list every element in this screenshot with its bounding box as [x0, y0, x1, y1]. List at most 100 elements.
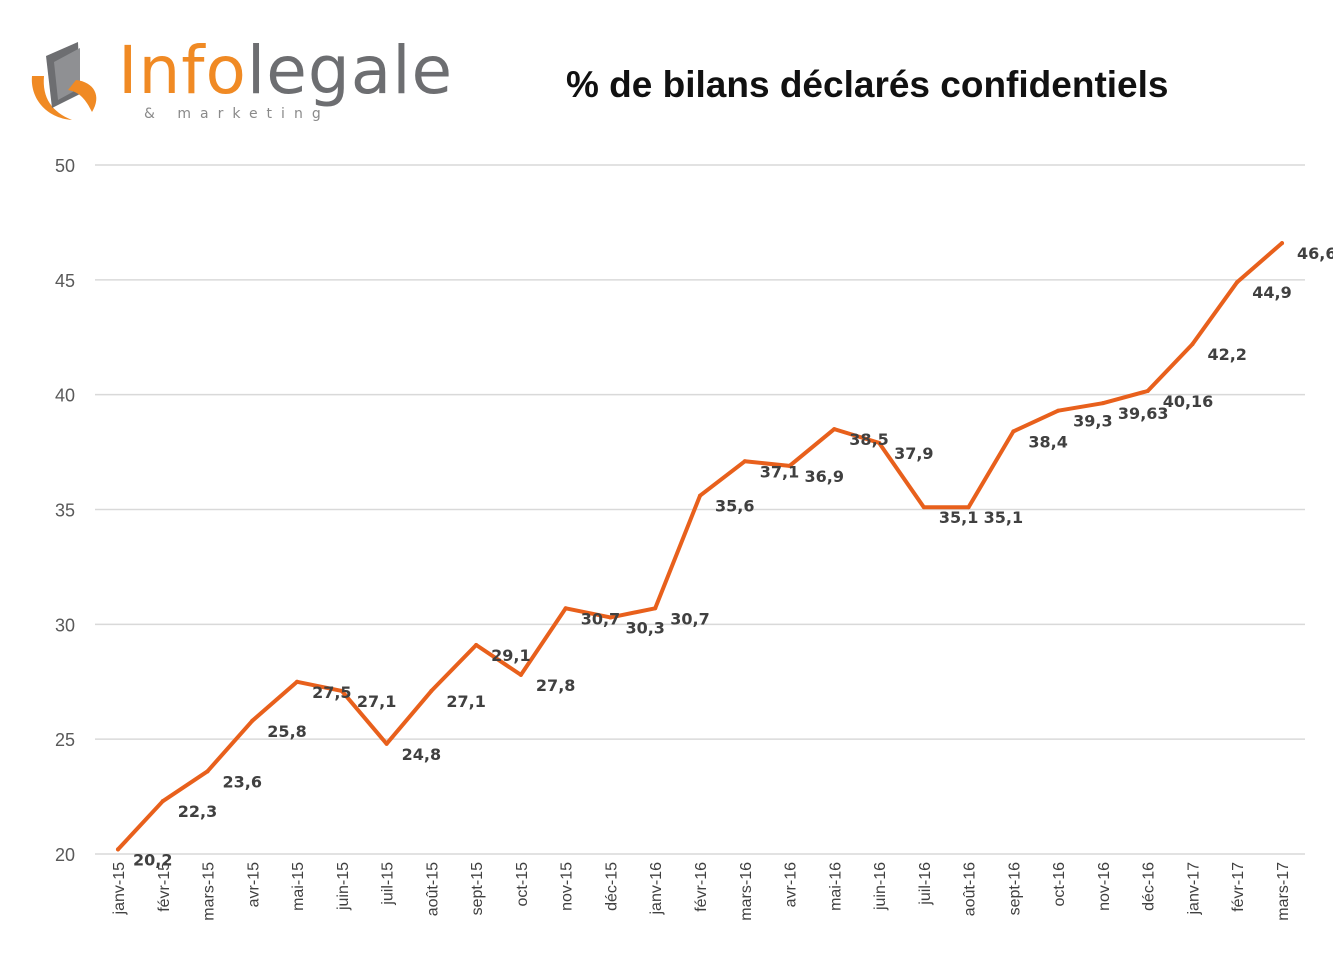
data-label: 35,1	[984, 508, 1023, 527]
data-point	[1056, 408, 1061, 413]
x-tick-label: déc-16	[1141, 862, 1158, 911]
x-tick-label: févr-15	[156, 862, 173, 912]
x-tick-label: oct-15	[514, 862, 531, 907]
data-label: 40,16	[1163, 392, 1214, 411]
data-point	[1145, 388, 1150, 393]
data-label: 44,9	[1252, 283, 1291, 302]
data-label: 27,8	[536, 676, 575, 695]
x-tick-label: oct-16	[1051, 862, 1068, 907]
x-tick-label: avr-16	[783, 862, 800, 907]
data-point	[1280, 241, 1284, 246]
data-label: 30,3	[625, 618, 664, 637]
y-tick-label: 35	[55, 501, 75, 521]
data-point	[429, 688, 434, 693]
x-tick-label: mai-16	[827, 862, 844, 911]
data-point	[339, 688, 344, 693]
x-tick-label: févr-16	[693, 862, 710, 912]
data-label: 35,6	[715, 497, 754, 516]
data-label: 37,1	[760, 462, 799, 481]
x-tick-label: mars-16	[738, 862, 755, 921]
data-point	[160, 799, 165, 804]
data-label: 46,6	[1297, 244, 1333, 263]
x-tick-label: sept-15	[469, 862, 486, 915]
data-label: 24,8	[402, 745, 441, 764]
x-tick-label: nov-15	[559, 862, 576, 911]
y-tick-label: 50	[55, 156, 75, 176]
chart-title: % de bilans déclarés confidentiels	[566, 64, 1169, 105]
data-label: 36,9	[805, 467, 844, 486]
data-point	[1190, 342, 1195, 347]
data-point	[653, 606, 658, 611]
brand-logo: Infolegale & marketing	[22, 38, 452, 130]
x-tick-label: janv-16	[648, 862, 665, 916]
data-label: 20,2	[133, 850, 172, 869]
y-tick-label: 40	[55, 386, 75, 406]
data-label: 39,63	[1118, 404, 1169, 423]
y-tick-label: 30	[55, 615, 75, 635]
x-tick-label: avr-15	[245, 862, 262, 907]
x-tick-label: juil-16	[917, 862, 934, 906]
data-point	[698, 493, 702, 498]
data-point	[1100, 401, 1105, 406]
data-point	[877, 440, 882, 445]
data-label: 35,1	[939, 508, 978, 527]
data-label: 37,9	[894, 444, 933, 463]
data-point	[1011, 429, 1016, 434]
x-tick-label: févr-17	[1230, 862, 1247, 912]
x-tick-label: janv-17	[1185, 862, 1202, 916]
x-tick-label: juil-15	[380, 862, 397, 906]
x-tick-label: mars-15	[201, 862, 218, 921]
data-label: 38,4	[1028, 432, 1067, 451]
data-point	[518, 672, 523, 677]
y-tick-label: 25	[55, 730, 75, 750]
data-point	[384, 741, 389, 746]
data-label: 22,3	[178, 802, 217, 821]
data-point	[250, 718, 255, 723]
x-tick-label: déc-15	[603, 862, 620, 911]
brand-wordmark: Infolegale	[118, 32, 454, 109]
data-point	[474, 643, 479, 648]
data-point	[608, 615, 613, 620]
x-axis-ticks: janv-15 févr-15 mars-15 avr-15 mai-15 juin-15…	[111, 862, 1292, 921]
data-label: 42,2	[1207, 345, 1246, 364]
data-point	[116, 847, 120, 852]
data-label: 27,5	[312, 683, 351, 702]
data-point	[787, 463, 792, 468]
series-line-path	[116, 241, 1284, 852]
data-point	[742, 459, 747, 464]
data-label: 27,1	[446, 692, 485, 711]
data-label: 39,3	[1073, 412, 1112, 431]
x-tick-label: sept-16	[1006, 862, 1023, 915]
x-tick-label: juin-16	[872, 862, 889, 911]
data-label: 25,8	[267, 722, 306, 741]
x-tick-label: juin-15	[335, 862, 352, 911]
y-tick-label: 45	[55, 271, 75, 291]
data-point	[563, 606, 568, 611]
data-label: 23,6	[223, 772, 262, 791]
gridlines	[95, 164, 1305, 855]
x-tick-label: nov-16	[1096, 862, 1113, 911]
x-tick-label: août-16	[962, 862, 979, 916]
data-label: 38,5	[849, 430, 888, 449]
y-tick-label: 20	[55, 845, 75, 865]
logo-emblem-icon	[31, 42, 97, 120]
x-tick-label: janv-15	[111, 862, 128, 916]
x-tick-label: août-15	[424, 862, 441, 916]
data-label: 30,7	[670, 609, 709, 628]
data-point	[966, 505, 971, 510]
y-axis-ticks: 20 25 30 35 40 45 50	[55, 156, 75, 865]
brand-tagline: & marketing	[144, 106, 330, 122]
data-point	[832, 427, 837, 432]
data-point	[205, 769, 210, 774]
data-point	[921, 505, 926, 510]
x-tick-label: mars-17	[1275, 862, 1292, 921]
data-label: 27,1	[357, 692, 396, 711]
data-point	[1235, 280, 1240, 285]
data-label: 29,1	[491, 646, 530, 665]
data-label: 30,7	[581, 609, 620, 628]
x-tick-label: mai-15	[290, 862, 307, 911]
data-point	[295, 679, 300, 684]
data-labels: 20,2 22,3 23,6 25,8 27,5 27,1 24,8 27,1 29,1 27,8…	[133, 244, 1333, 869]
series-line	[116, 241, 1284, 852]
